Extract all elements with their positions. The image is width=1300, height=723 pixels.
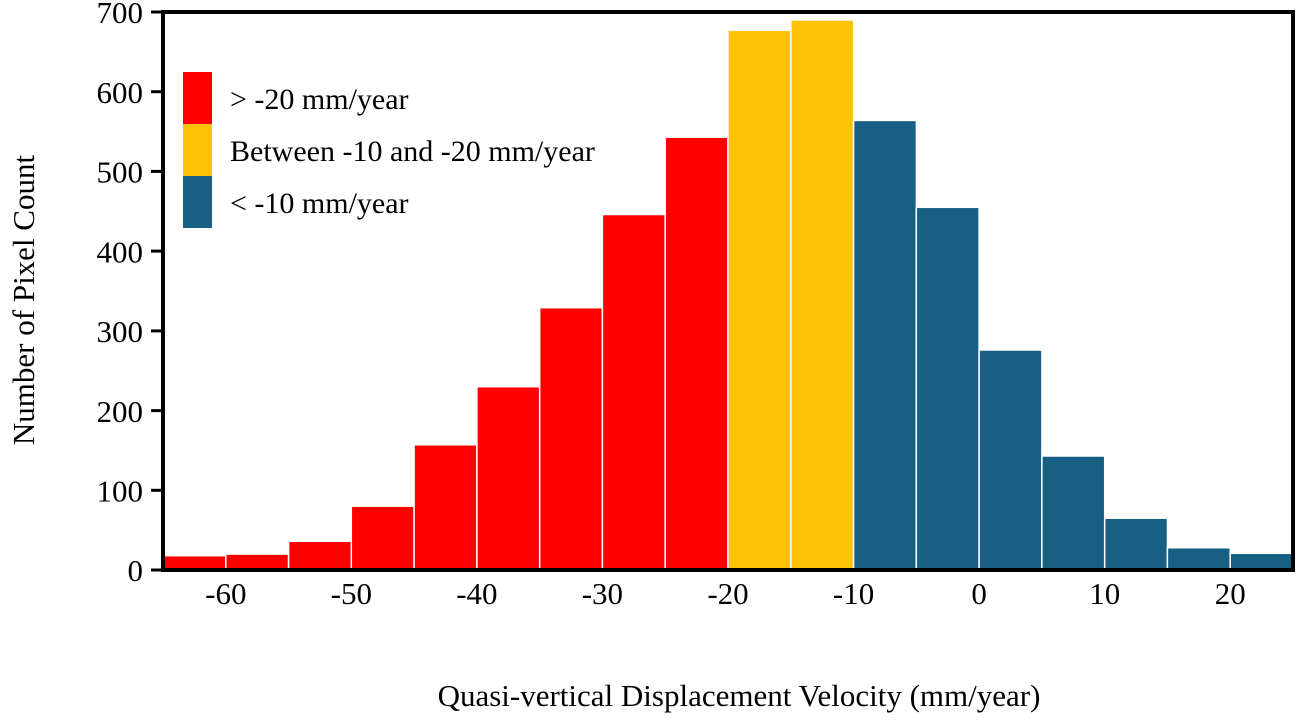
legend-label: < -10 mm/year xyxy=(230,187,409,220)
histogram-bar xyxy=(664,136,729,571)
y-tick-label: 400 xyxy=(97,234,144,269)
legend: > -20 mm/year Between -10 and -20 mm/year… xyxy=(183,72,595,228)
x-tick-label: -10 xyxy=(833,576,874,611)
histogram-bar xyxy=(476,385,541,571)
histogram-bar xyxy=(287,540,353,571)
y-tick-label: 300 xyxy=(97,314,144,349)
bars-group xyxy=(162,19,1294,571)
x-tick-label: -50 xyxy=(331,576,372,611)
x-tick-label: -40 xyxy=(456,576,497,611)
x-axis: -60 -50 -40 -30 -20 -10 0 10 20 xyxy=(205,576,1246,611)
y-tick-label: 700 xyxy=(97,0,144,30)
x-axis-title: Quasi-vertical Displacement Velocity (mm… xyxy=(438,678,1041,713)
histogram-bar xyxy=(978,349,1043,571)
y-tick-label: 600 xyxy=(97,75,144,110)
legend-swatch xyxy=(183,124,212,176)
legend-swatch xyxy=(183,72,212,124)
histogram-bar xyxy=(727,29,792,571)
histogram-bar xyxy=(538,306,604,571)
histogram-bar xyxy=(1041,455,1106,571)
x-tick-label: 0 xyxy=(971,576,987,611)
y-tick-label: 200 xyxy=(97,394,144,429)
histogram-bar xyxy=(1103,517,1169,571)
legend-swatch xyxy=(183,176,212,228)
histogram-bar xyxy=(1166,546,1231,571)
histogram-bar xyxy=(790,19,855,571)
x-tick-label: 20 xyxy=(1215,576,1246,611)
y-tick-label: 100 xyxy=(97,473,144,508)
y-axis-title: Number of Pixel Count xyxy=(6,155,41,446)
histogram-bar xyxy=(915,206,980,571)
plot-border xyxy=(161,10,1295,572)
histogram-bar xyxy=(350,505,415,571)
legend-label: > -20 mm/year xyxy=(230,83,409,116)
y-tick-label: 0 xyxy=(128,553,144,588)
x-tick-label: -20 xyxy=(707,576,748,611)
histogram-bar xyxy=(162,554,227,571)
histogram-bar xyxy=(852,119,918,571)
x-tick-label: 10 xyxy=(1089,576,1120,611)
y-axis: 0 100 200 300 400 500 600 700 xyxy=(97,0,163,588)
histogram-bar xyxy=(1229,552,1294,571)
histogram-bar xyxy=(413,444,478,571)
histogram-bar xyxy=(601,213,666,571)
histogram-bar xyxy=(225,553,290,571)
legend-label: Between -10 and -20 mm/year xyxy=(230,135,595,168)
x-tick-label: -60 xyxy=(205,576,246,611)
x-tick-label: -30 xyxy=(582,576,623,611)
y-tick-label: 500 xyxy=(97,155,144,190)
